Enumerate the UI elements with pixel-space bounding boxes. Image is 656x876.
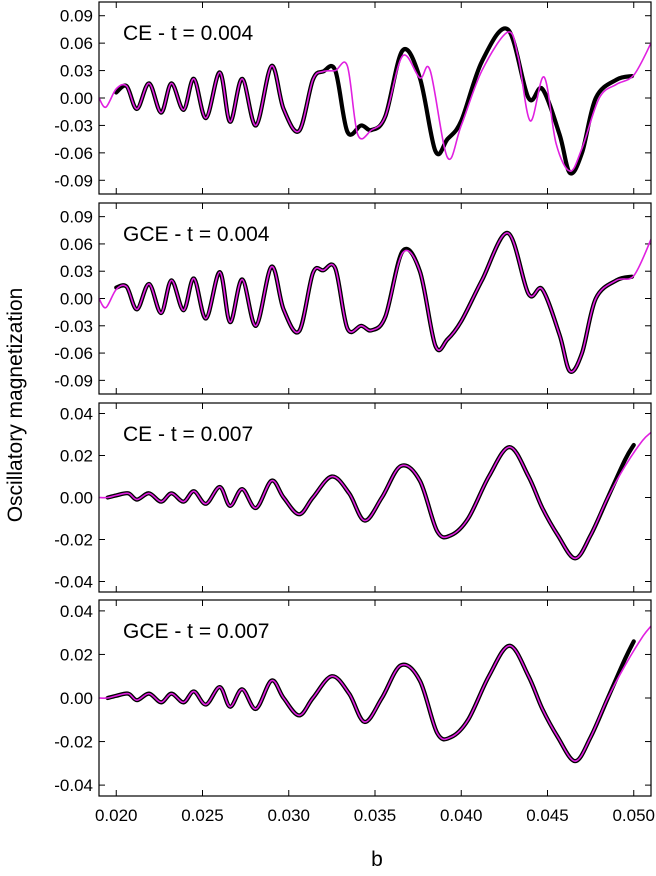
panel-4-ytick-label: 0.00 (60, 689, 93, 708)
xtick-label: 0.020 (95, 806, 138, 825)
y-axis-label: Oscillatory magnetization (4, 288, 27, 523)
panel-2-ytick-label: -0.06 (54, 344, 93, 363)
panel-4-ytick-label: 0.02 (60, 645, 93, 664)
panel-3-ytick-label: -0.04 (54, 573, 93, 592)
panel-2-ytick-label: 0.03 (60, 262, 93, 281)
panel-3-fit-curve (99, 431, 651, 560)
panel-2-fit-curve (99, 232, 651, 373)
panel-1-ytick-label: 0.00 (60, 89, 93, 108)
panel-1-title: CE - t = 0.004 (123, 22, 253, 45)
panel-2-ytick-label: -0.09 (54, 371, 93, 390)
panel-1-ytick-label: -0.09 (54, 171, 93, 190)
panel-1-ytick-label: 0.03 (60, 62, 93, 81)
panel-4-ytick-label: 0.04 (60, 602, 93, 621)
xtick-label: 0.025 (181, 806, 224, 825)
panel-3-data-curve (105, 442, 636, 561)
panel-2-frame (98, 202, 652, 395)
panel-3-ytick-label: 0.04 (60, 405, 93, 424)
xtick-label: 0.040 (440, 806, 483, 825)
xtick-label: 0.035 (354, 806, 397, 825)
x-axis-label: b (371, 848, 383, 871)
panel-4-frame (98, 599, 652, 797)
panel-3-frame (98, 402, 652, 593)
panel-1-frame (98, 1, 652, 195)
xtick-label: 0.045 (526, 806, 569, 825)
panel-1-ytick-label: 0.09 (60, 7, 93, 26)
panel-2-data-curve (114, 230, 635, 374)
panel-3-ytick-label: 0.02 (60, 447, 93, 466)
panel-1-ytick-label: -0.06 (54, 144, 93, 163)
panel-2-ytick-label: 0.09 (60, 208, 93, 227)
panel-1-ytick-label: 0.06 (60, 34, 93, 53)
xtick-label: 0.050 (612, 806, 655, 825)
panel-3-ytick-label: 0.00 (60, 489, 93, 508)
xtick-label: 0.030 (267, 806, 310, 825)
panel-3-title: CE - t = 0.007 (123, 423, 253, 446)
panel-1-fit-curve (99, 31, 651, 172)
panel-3-ytick-label: -0.02 (54, 531, 93, 550)
panel-4-fit-curve (99, 625, 651, 762)
panel-2-title: GCE - t = 0.004 (123, 223, 270, 246)
panel-2-ytick-label: -0.03 (54, 317, 93, 336)
panel-2-ytick-label: 0.06 (60, 235, 93, 254)
panel-4-data-curve (105, 639, 636, 764)
panel-2-ytick-label: 0.00 (60, 290, 93, 309)
panel-4-ytick-label: -0.02 (54, 733, 93, 752)
panel-4-ytick-label: -0.04 (54, 776, 93, 795)
panel-1-ytick-label: -0.03 (54, 116, 93, 135)
panel-1-data-curve (114, 26, 635, 176)
panel-4-title: GCE - t = 0.007 (123, 620, 270, 643)
